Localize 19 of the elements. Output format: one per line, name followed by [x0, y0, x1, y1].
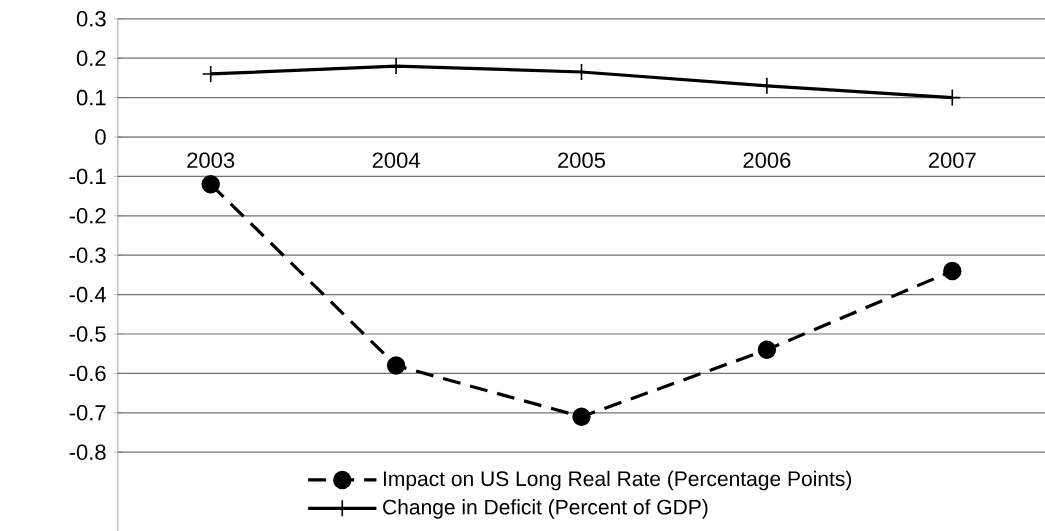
y-tick-label: 0.3	[76, 11, 106, 27]
legend-label: Change in Deficit (Percent of GDP)	[383, 499, 708, 519]
y-tick-label: -0.5	[69, 326, 106, 342]
y-tick-label: -0.2	[69, 208, 106, 224]
x-tick-label: 2005	[558, 152, 606, 168]
y-tick-label: -0.3	[69, 247, 106, 263]
y-tick-label: 0.2	[76, 50, 106, 66]
x-tick-label: 2003	[187, 152, 235, 168]
y-tick-label: 0	[95, 129, 106, 145]
x-tick-label: 2006	[743, 152, 791, 168]
legend-label: Impact on US Long Real Rate (Percentage Points)	[383, 470, 852, 491]
y-tick-label: -0.1	[69, 168, 106, 185]
x-tick-label: 2004	[372, 152, 420, 168]
y-tick-label: -0.6	[69, 365, 106, 382]
y-tick-label: -0.8	[69, 444, 106, 460]
y-tick-label: -0.4	[69, 286, 106, 303]
y-tick-label: -0.7	[69, 405, 106, 421]
x-tick-label: 2007	[928, 152, 976, 168]
y-tick-label: 0.1	[76, 89, 106, 106]
